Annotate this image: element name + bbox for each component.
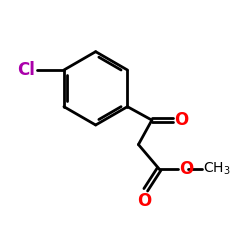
Text: O: O [174, 111, 188, 129]
Text: O: O [179, 160, 193, 178]
Text: CH$_3$: CH$_3$ [203, 161, 231, 177]
Text: Cl: Cl [17, 61, 35, 79]
Text: O: O [138, 192, 152, 210]
